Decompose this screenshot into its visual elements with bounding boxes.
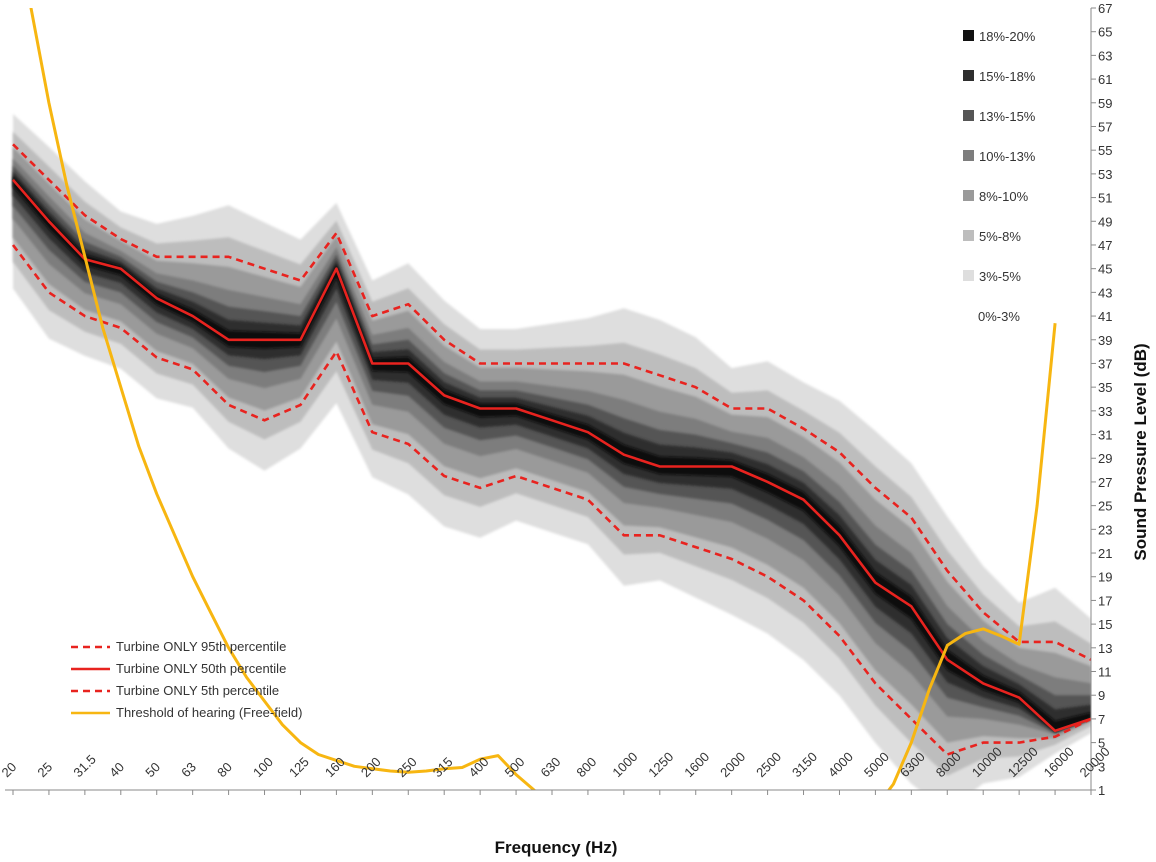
heat-legend-swatch [963, 150, 974, 161]
y-tick-label: 51 [1098, 191, 1112, 206]
heat-legend-label: 10%-13% [979, 149, 1036, 164]
x-tick-label: 250 [394, 754, 420, 780]
y-ticks: 1357911131517192123252729313335373941434… [1091, 1, 1112, 798]
y-tick-label: 47 [1098, 238, 1112, 253]
heatmap-band [13, 114, 1091, 790]
y-tick-label: 67 [1098, 1, 1112, 16]
heat-legend-swatch [963, 70, 974, 81]
x-tick-label: 2500 [753, 749, 784, 780]
series-line-1 [12, 143, 1091, 661]
y-tick-label: 45 [1098, 262, 1112, 277]
x-tick-label: 500 [502, 754, 528, 780]
y-tick-label: 11 [1098, 665, 1112, 680]
y-tick-label: 23 [1098, 522, 1112, 537]
x-tick-label: 63 [178, 759, 199, 780]
y-tick-label: 19 [1098, 570, 1112, 585]
y-tick-label: 29 [1098, 451, 1112, 466]
heat-legend-label: 3%-5% [979, 269, 1021, 284]
heat-legend-swatch [963, 230, 974, 241]
x-tick-label: 2000 [717, 749, 748, 780]
series-line-4 [29, 8, 1057, 790]
x-tick-label: 3150 [789, 749, 820, 780]
y-tick-label: 33 [1098, 404, 1112, 419]
y-tick-label: 25 [1098, 499, 1112, 514]
y-tick-label: 39 [1098, 333, 1112, 348]
x-tick-label: 200 [358, 754, 384, 780]
heat-legend-swatch [963, 310, 974, 321]
y-tick-label: 17 [1098, 593, 1112, 608]
y-tick-label: 59 [1098, 96, 1112, 111]
x-tick-label: 80 [214, 759, 235, 780]
heat-legend-swatch [963, 110, 974, 121]
x-tick-label: 1000 [609, 749, 640, 780]
y-tick-label: 5 [1098, 736, 1105, 751]
y-tick-label: 43 [1098, 285, 1112, 300]
y-tick-label: 1 [1098, 783, 1105, 798]
y-tick-label: 27 [1098, 475, 1112, 490]
legend-label: Turbine ONLY 5th percentile [116, 683, 279, 698]
y-tick-label: 63 [1098, 48, 1112, 63]
heat-legend-label: 0%-3% [978, 309, 1020, 324]
y-tick-label: 49 [1098, 214, 1112, 229]
y-tick-label: 55 [1098, 143, 1112, 158]
y-tick-label: 15 [1098, 617, 1112, 632]
x-axis-title: Frequency (Hz) [495, 838, 618, 857]
y-tick-label: 61 [1098, 72, 1112, 87]
heat-legend-label: 5%-8% [979, 229, 1021, 244]
x-tick-label: 1600 [681, 749, 712, 780]
y-tick-label: 41 [1098, 309, 1112, 324]
legend-label: Turbine ONLY 95th percentile [116, 639, 286, 654]
heat-legend-swatch [963, 270, 974, 281]
y-tick-label: 9 [1098, 688, 1105, 703]
y-tick-label: 37 [1098, 356, 1112, 371]
x-tick-label: 630 [538, 754, 564, 780]
y-tick-label: 35 [1098, 380, 1112, 395]
heat-legend-label: 15%-18% [979, 69, 1036, 84]
x-tick-label: 31.5 [70, 752, 99, 781]
y-tick-label: 53 [1098, 167, 1112, 182]
x-tick-label: 20000 [1077, 744, 1113, 780]
y-tick-label: 31 [1098, 428, 1112, 443]
x-tick-label: 125 [286, 754, 312, 780]
y-tick-label: 3 [1098, 759, 1105, 774]
heat-legend-label: 13%-15% [979, 109, 1036, 124]
x-tick-label: 50 [142, 759, 163, 780]
x-tick-label: 100 [250, 754, 276, 780]
heat-legend: 18%-20% 15%-18% 13%-15% 10%-13% 8%-10% 5%-8% 3… [963, 29, 1036, 324]
y-axis-title: Sound Pressure Level (dB) [1131, 343, 1150, 560]
series-lines [11, 8, 1091, 790]
heat-legend-swatch [963, 30, 974, 41]
heat-level-7 [13, 175, 1091, 732]
y-tick-label: 13 [1098, 641, 1112, 656]
legend-label: Threshold of hearing (Free-field) [116, 705, 302, 720]
y-tick-label: 57 [1098, 119, 1112, 134]
heat-legend-swatch [963, 190, 974, 201]
axes [5, 8, 1092, 791]
heat-legend-label: 18%-20% [979, 29, 1036, 44]
legend-label: Turbine ONLY 50th percentile [116, 661, 286, 676]
x-tick-label: 20 [0, 759, 19, 780]
y-tick-label: 65 [1098, 25, 1112, 40]
x-tick-label: 4000 [825, 749, 856, 780]
x-tick-label: 40 [106, 759, 127, 780]
heat-legend-label: 8%-10% [979, 189, 1029, 204]
x-tick-label: 315 [430, 754, 456, 780]
series-legend: Turbine ONLY 95th percentile Turbine ONLY… [71, 639, 302, 720]
x-tick-label: 800 [573, 754, 599, 780]
series-line-2 [12, 178, 1091, 733]
y-tick-label: 21 [1098, 546, 1112, 561]
x-tick-label: 25 [34, 759, 55, 780]
y-tick-label: 7 [1098, 712, 1105, 727]
x-tick-label: 1250 [645, 749, 676, 780]
